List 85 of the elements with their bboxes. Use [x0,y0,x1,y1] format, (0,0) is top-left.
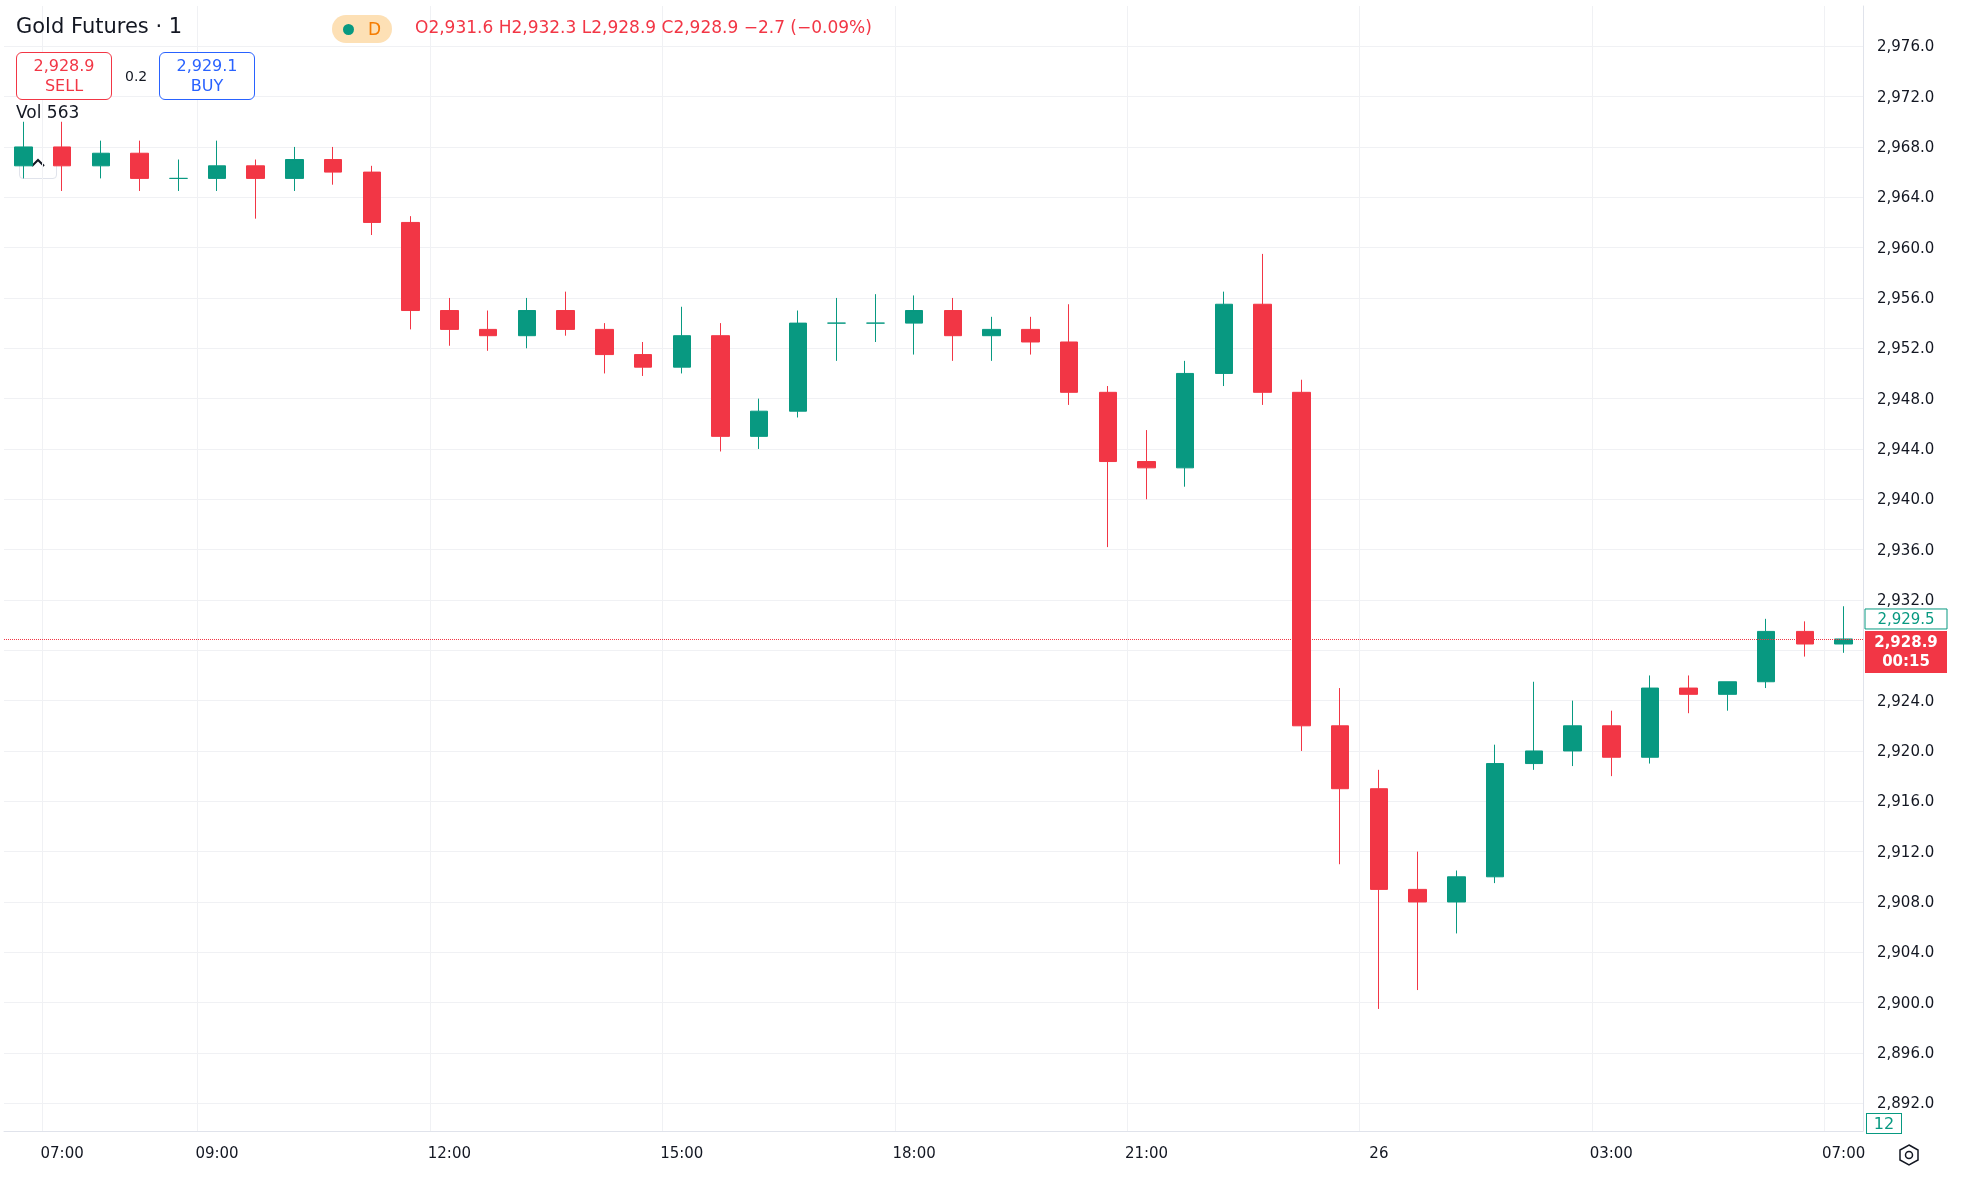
candlestick [1525,681,1543,771]
candlestick [866,293,885,343]
candlestick [1641,674,1659,765]
candlestick [1408,851,1427,991]
annotation: 0.2 [125,68,148,84]
y-tick-label: 2,952.0 [1877,339,1935,358]
candlestick [130,140,149,192]
candlestick [673,306,691,374]
text: O2,931.6 H2,932.3 L2,928.9 C2,928.9 −2.7 (−0.09%) [415,17,872,37]
candlestick [789,310,807,418]
x-tick-label: 03:00 [1589,1143,1633,1162]
candlestick [1563,700,1582,767]
candlestick [556,291,575,337]
y-tick-label: 2,920.0 [1877,741,1935,760]
candlestick [1757,618,1775,689]
x-tick-label: 12:00 [427,1143,471,1162]
candlestick [1679,674,1698,714]
candlestick [595,322,614,374]
candlestick [246,159,265,220]
y-tick-label: 2,896.0 [1877,1043,1935,1062]
text: 2,929.5 [1877,609,1935,628]
y-tick-label: 2,948.0 [1877,389,1935,408]
annotation: 2,928.9 SELL [16,52,112,100]
candlestick [169,159,188,192]
y-tick-label: 2,964.0 [1877,188,1935,207]
y-tick-label: 2,932.0 [1877,590,1935,609]
candlestick [92,140,110,179]
candlestick [479,310,497,352]
candlestick [1137,429,1156,500]
candlestick [634,341,652,377]
candlestick [1602,710,1621,777]
candlestick [401,215,420,330]
y-tick-label: 2,976.0 [1877,37,1935,56]
candlestick [440,297,459,347]
y-tick-label: 2,960.0 [1877,238,1935,257]
candlestick [1486,744,1504,884]
candlestick [905,294,923,356]
y-tick-label: 2,916.0 [1877,792,1935,811]
y-tick-label: 2,892.0 [1877,1094,1935,1113]
x-tick-label: 18:00 [892,1143,936,1162]
candlestick [53,121,71,192]
y-tick-label: 2,908.0 [1877,892,1935,911]
candlestick [518,297,536,349]
candlestick [285,146,304,192]
candlestick [750,398,768,450]
candlestick [711,322,730,452]
y-tick-label: 2,924.0 [1877,691,1935,710]
ref-line-label: 2,928.9 00:15 [1874,633,1938,671]
y-tick-label: 2,944.0 [1877,439,1935,458]
y-tick-label: 2,904.0 [1877,943,1935,962]
candlestick [208,140,226,192]
y-tick-label: 2,940.0 [1877,490,1935,509]
x-tick-label: 26 [1369,1143,1389,1162]
x-tick-label: 07:00 [40,1143,84,1162]
annotation: D [368,19,382,39]
candlestick [1060,303,1078,406]
y-tick-label: 2,956.0 [1877,288,1935,307]
annotation: Vol 563 [16,102,80,122]
candlestick [324,146,342,186]
chart-title: Gold Futures · 1 [16,14,183,38]
candlestick [827,297,846,362]
text: 12 [1866,1113,1902,1134]
x-tick-label: 15:00 [660,1143,704,1162]
y-tick-label: 2,972.0 [1877,87,1935,106]
x-tick-label: 07:00 [1822,1143,1866,1162]
candlestick [1176,360,1194,488]
candlestick [1215,291,1233,387]
candlestick [982,316,1001,362]
candlestick [1099,385,1117,548]
candlestick [1331,687,1349,865]
candlestick [363,165,381,236]
candlestick [1718,681,1737,712]
candlestick [1370,769,1388,1010]
y-tick-label: 2,936.0 [1877,540,1935,559]
y-tick-label: 2,900.0 [1877,993,1935,1012]
annotation: 2,929.1 BUY [159,52,255,100]
candlestick [1447,870,1466,934]
candlestick [1253,253,1272,406]
x-tick-label: 21:00 [1124,1143,1169,1162]
candlestick [1834,605,1853,654]
candlestick [944,297,962,362]
x-tick-label: 09:00 [195,1143,239,1162]
y-tick-label: 2,968.0 [1877,137,1935,156]
y-tick-label: 2,912.0 [1877,842,1935,861]
candlestick [1021,316,1040,356]
